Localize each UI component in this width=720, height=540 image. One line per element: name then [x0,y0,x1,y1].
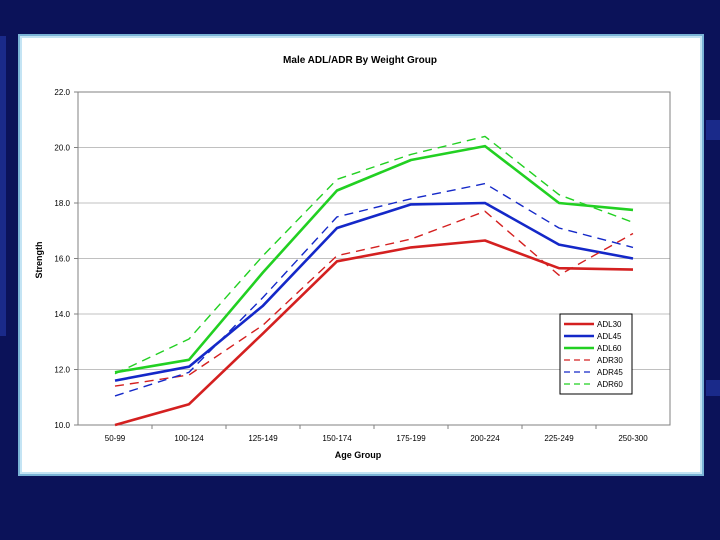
background-stripe [706,120,720,140]
background-stripe [706,380,720,396]
series-line-adr60 [114,135,634,375]
x-tick-label: 200-224 [470,434,500,443]
y-tick-label: 12.0 [54,366,70,375]
legend-label: ADL30 [597,320,622,329]
chart-title: Male ADL/ADR By Weight Group [283,55,437,66]
x-tick-label: 225-249 [544,434,574,443]
x-tick-label: 175-199 [396,434,426,443]
legend-label: ADR45 [597,368,623,377]
y-tick-label: 16.0 [54,255,70,264]
legend-label: ADL45 [597,332,622,341]
x-tick-label: 150-174 [322,434,352,443]
y-tick-label: 20.0 [54,144,70,153]
line-chart: Male ADL/ADR By Weight Group Strength Ag… [34,55,671,460]
x-tick-label: 100-124 [174,434,204,443]
x-tick-label: 125-149 [248,434,278,443]
y-axis-label: Strength [34,242,44,279]
legend-label: ADR60 [597,380,623,389]
series-line-adl60 [114,144,634,374]
y-tick-label: 10.0 [54,421,70,430]
x-tick-label: 250-300 [618,434,648,443]
x-axis-label: Age Group [335,450,382,460]
x-tick-labels: 50-99 100-124 125-149 150-174 175-199 200-224… [105,425,648,443]
x-tick-label: 50-99 [105,434,126,443]
series-line-adr45 [114,182,634,397]
series-line-adl30 [114,239,634,427]
y-tick-label: 22.0 [54,88,70,97]
series-lines [114,135,634,427]
background-stripe [0,36,6,336]
series-line-adl45 [114,201,634,382]
legend: ADL30 ADL45 ADL60 ADR30 ADR45 ADR60 [559,313,633,395]
chart-panel: Male ADL/ADR By Weight Group Strength Ag… [22,38,700,472]
legend-label: ADL60 [597,344,622,353]
series-line-adr30 [114,210,634,387]
legend-box [559,313,633,395]
y-tick-label: 18.0 [54,199,70,208]
legend-label: ADR30 [597,356,623,365]
y-tick-label: 14.0 [54,310,70,319]
y-tick-labels: 10.0 12.0 14.0 16.0 18.0 20.0 22.0 [54,88,78,430]
